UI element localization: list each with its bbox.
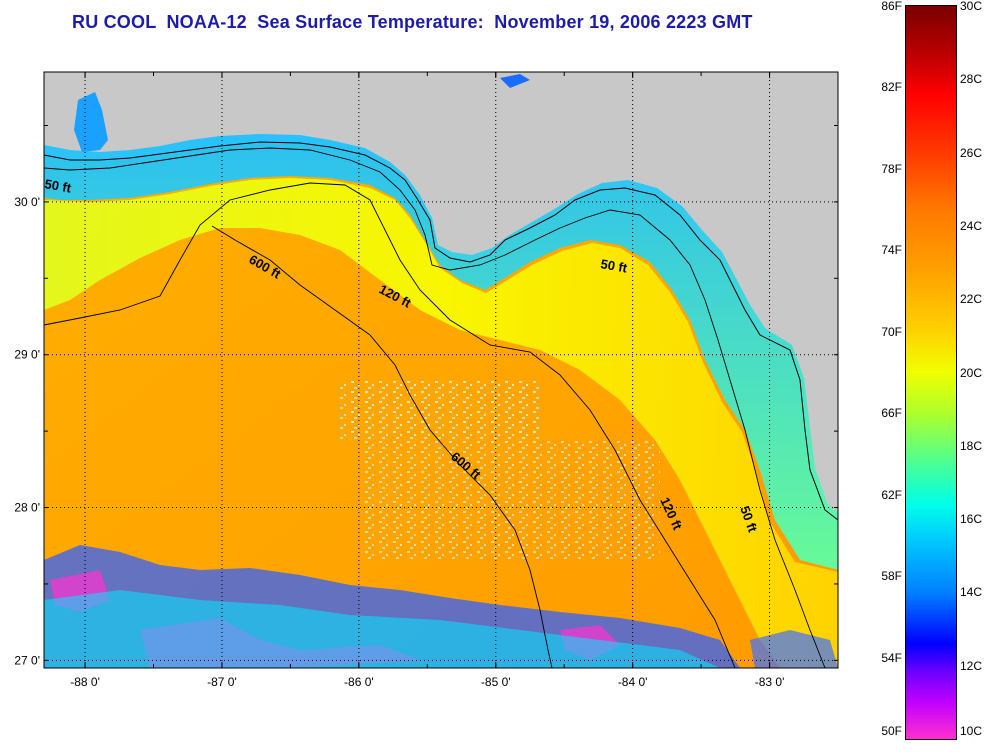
colorbar-celsius-label: 14C: [960, 585, 983, 600]
colorbar-fahrenheit-label: 66F: [881, 406, 902, 421]
temperature-colorbar: [905, 5, 957, 740]
colorbar-celsius-label: 12C: [960, 658, 983, 673]
colorbar-celsius-label: 26C: [960, 145, 983, 160]
colorbar-celsius-label: 10C: [960, 724, 983, 738]
contour-label-west-50: 50 ft: [43, 176, 73, 196]
colorbar-celsius-label: 28C: [960, 72, 983, 87]
colorbar-celsius-label: 16C: [960, 512, 983, 527]
x-tick-label: -84 0': [618, 675, 648, 689]
coastal-waters: [44, 134, 838, 570]
y-tick-label: 29 0': [14, 348, 40, 362]
contour-120ft: [43, 182, 736, 669]
colorbar-fahrenheit-label: 62F: [881, 487, 902, 502]
colorbar-fahrenheit-label: 70F: [881, 324, 902, 339]
cloud-speckle: [360, 440, 660, 560]
x-axis-labels: -88 0' -87 0' -86 0' -85 0' -84 0' -83 0': [70, 675, 784, 689]
cloud-speckle: [340, 380, 540, 440]
x-tick-label: -83 0': [755, 675, 785, 689]
y-axis-labels: 30 0' 29 0' 28 0' 27 0': [14, 195, 40, 667]
east-cold-patch: [750, 630, 838, 668]
contour-600ft: [211, 225, 553, 669]
y-tick-label: 28 0': [14, 501, 40, 515]
colorbar-celsius-label: 22C: [960, 292, 983, 307]
colorbar-fahrenheit-label: 86F: [881, 0, 902, 13]
colorbar-celsius-label: 18C: [960, 438, 983, 453]
colorbar-fahrenheit-label: 54F: [881, 650, 902, 665]
shelf-waters: [44, 178, 838, 668]
mobile-bay: [74, 92, 108, 152]
y-tick-label: 27 0': [14, 653, 40, 667]
graticule: [44, 72, 838, 668]
colorbar-celsius-label: 20C: [960, 365, 983, 380]
cold-band-cyan: [44, 590, 720, 668]
contour-50ft: [43, 147, 826, 669]
axis-ticks: [44, 72, 839, 668]
colorbar-fahrenheit-label: 74F: [881, 243, 902, 258]
colorbar-fahrenheit-label: 50F: [881, 724, 902, 738]
colorbar-celsius-label: 24C: [960, 218, 983, 233]
map-frame: [43, 72, 839, 669]
y-tick-label: 30 0': [14, 195, 40, 209]
coastline: [43, 141, 839, 521]
x-tick-label: -88 0': [70, 675, 100, 689]
colorbar-celsius-label: 30C: [960, 0, 983, 13]
x-tick-label: -86 0': [344, 675, 374, 689]
colorbar-fahrenheit-label: 78F: [881, 161, 902, 176]
contour-label-east-50-north: 50 ft: [599, 256, 629, 276]
colorbar-fahrenheit-label: 58F: [881, 569, 902, 584]
map-title: RU COOL NOAA-12 Sea Surface Temperature:…: [72, 12, 753, 32]
map-border: [43, 71, 839, 669]
inland-water: [500, 74, 530, 88]
x-tick-label: -85 0': [481, 675, 511, 689]
x-tick-label: -87 0': [207, 675, 237, 689]
colorbar-fahrenheit-label: 82F: [881, 80, 902, 95]
